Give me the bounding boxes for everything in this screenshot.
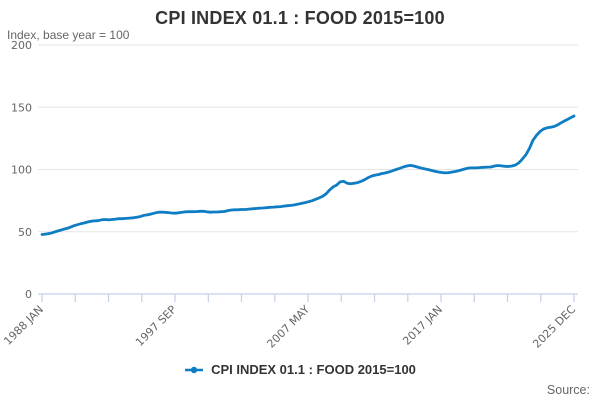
x-tick-label: 2007 MAY <box>264 303 312 351</box>
x-tick-label: 1997 SEP <box>133 303 179 349</box>
x-tick-label: 2017 JAN <box>400 303 445 348</box>
y-tick-label: 200 <box>11 39 32 52</box>
series-line[interactable] <box>40 114 576 236</box>
legend-item-cpi-food[interactable]: CPI INDEX 01.1 : FOOD 2015=100 <box>184 362 416 377</box>
source-label: Source: <box>546 383 590 397</box>
legend: CPI INDEX 01.1 : FOOD 2015=100 <box>0 362 600 377</box>
y-tick-label: 150 <box>11 101 32 114</box>
x-tick-label: 2025 DEC <box>530 303 578 351</box>
legend-label: CPI INDEX 01.1 : FOOD 2015=100 <box>211 362 416 377</box>
y-tick-label: 50 <box>18 226 32 239</box>
x-tick-label: 1988 JAN <box>1 303 46 348</box>
y-axis-unit-label: Index, base year = 100 <box>7 28 130 42</box>
y-tick-label: 0 <box>25 288 32 301</box>
legend-line-dot <box>190 366 198 373</box>
y-tick-label: 100 <box>11 164 32 177</box>
chart-title: CPI INDEX 01.1 : FOOD 2015=100 <box>155 8 445 28</box>
legend-line-icon <box>185 366 204 373</box>
